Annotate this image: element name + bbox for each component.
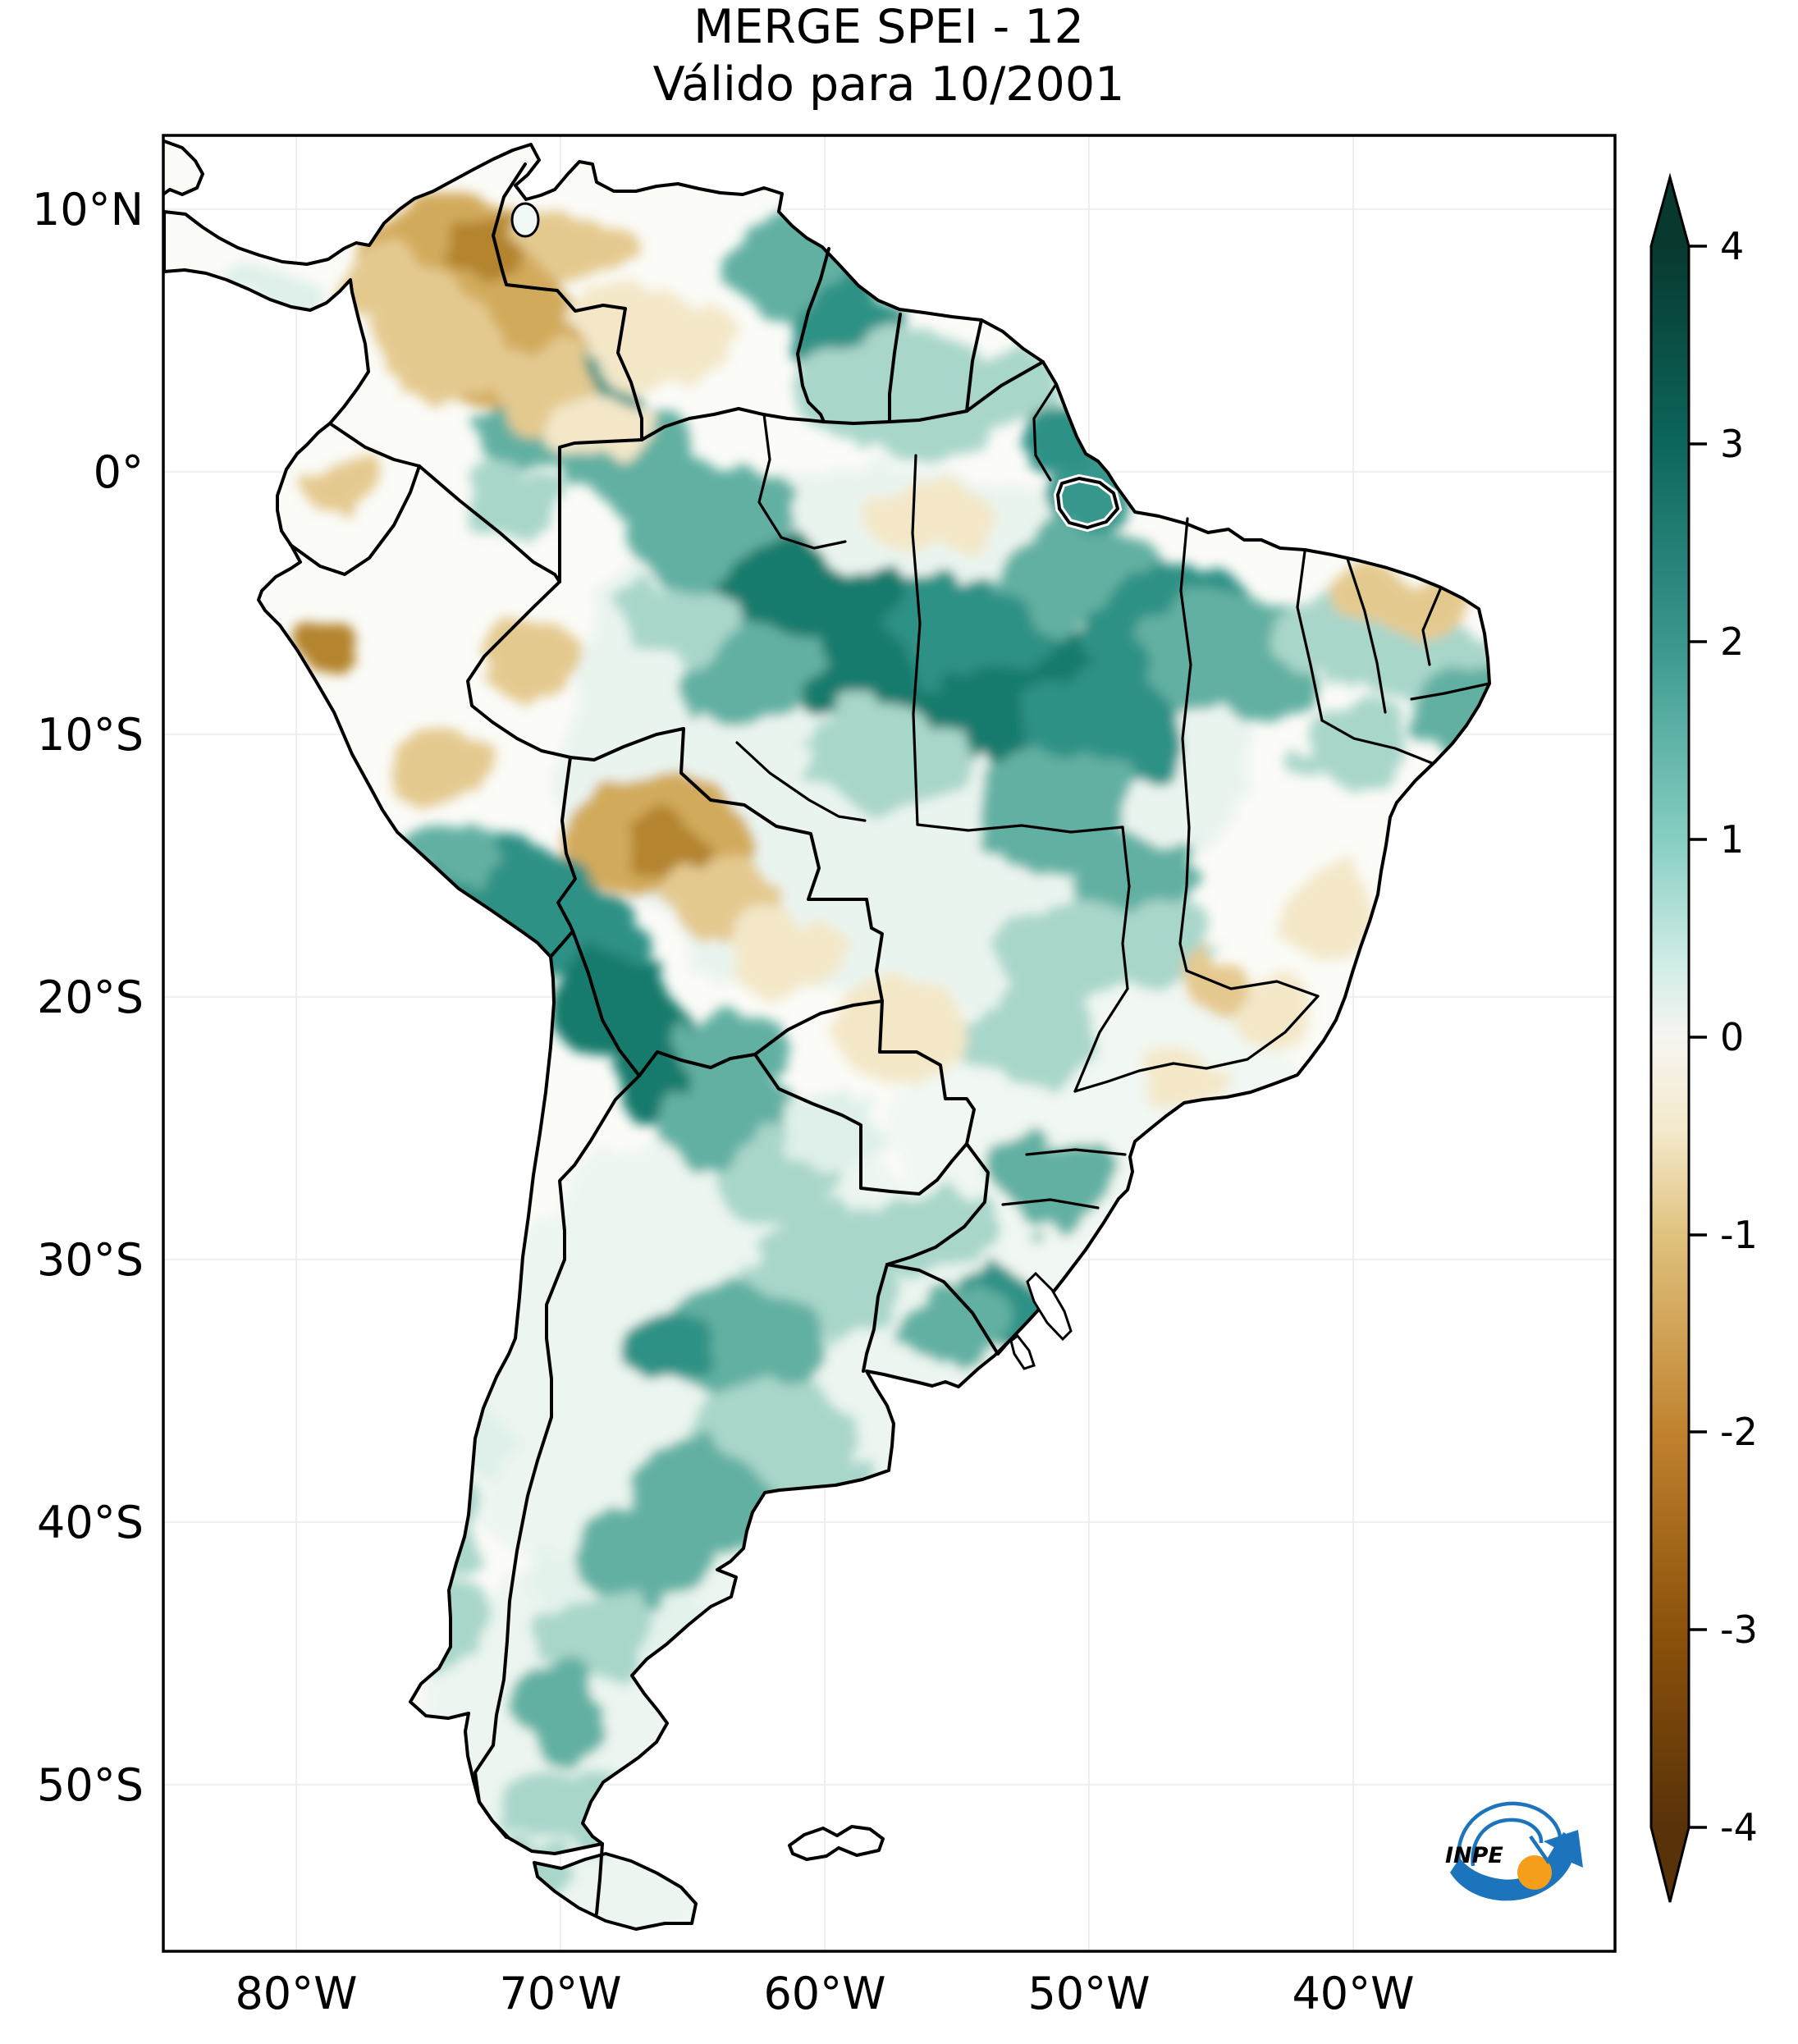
lat-tick-0: 0°	[94, 446, 144, 498]
colorbar: 4 3 2 1 0 -1 -2 -3 -4	[1649, 172, 1758, 1903]
figure-title: MERGE SPEI - 12	[693, 0, 1084, 54]
inpe-logo: INPE	[1445, 1801, 1583, 1901]
central-america-coast-fragment	[163, 139, 204, 196]
tierra-del-fuego-island	[533, 1852, 698, 1931]
lat-tick-10n: 10°N	[32, 184, 144, 235]
longitude-axis: 80°W 70°W 60°W 50°W 40°W	[235, 1968, 1414, 2019]
cbar-label-0: 0	[1720, 1015, 1744, 1059]
cbar-label-3: 3	[1720, 422, 1744, 466]
lon-tick-70w: 70°W	[499, 1968, 621, 2019]
cbar-label-m3: -3	[1720, 1607, 1758, 1652]
lat-tick-20s: 20°S	[37, 972, 144, 1023]
figure-subtitle: Válido para 10/2001	[653, 57, 1125, 112]
cbar-label-m1: -1	[1720, 1213, 1758, 1257]
colorbar-gradient	[1651, 246, 1689, 1827]
lat-tick-40s: 40°S	[37, 1497, 144, 1548]
marajo-island-outline	[1056, 477, 1119, 529]
colorbar-tick-labels: 4 3 2 1 0 -1 -2 -3 -4	[1720, 224, 1758, 1850]
inpe-logo-text: INPE	[1445, 1843, 1503, 1868]
lon-tick-40w: 40°W	[1292, 1968, 1414, 2019]
state-borders	[735, 382, 1491, 1209]
country-borders	[289, 162, 1045, 1915]
lat-tick-30s: 30°S	[37, 1234, 144, 1286]
lon-tick-60w: 60°W	[763, 1968, 885, 2019]
colorbar-ticks	[1689, 245, 1707, 1829]
map-frame	[162, 134, 1617, 1953]
lake-maracaibo	[510, 202, 540, 238]
colorbar-lower-arrow	[1651, 1827, 1689, 1902]
cbar-label-2: 2	[1720, 620, 1744, 664]
colorbar-upper-arrow	[1651, 177, 1689, 246]
coastline-and-borders	[163, 139, 1491, 1931]
falkland-islands	[788, 1825, 885, 1861]
lon-tick-80w: 80°W	[235, 1968, 357, 2019]
lagoa-dos-patos	[1026, 1271, 1073, 1342]
cbar-label-1: 1	[1720, 817, 1744, 862]
inpe-thick-arrow	[1450, 1830, 1583, 1901]
cbar-label-m4: -4	[1720, 1805, 1758, 1850]
cbar-label-m2: -2	[1720, 1410, 1758, 1454]
south-america-coastline	[163, 143, 1491, 1855]
latitude-axis: 10°N 0° 10°S 20°S 30°S 40°S 50°S	[32, 184, 144, 1811]
inpe-orange-sphere	[1517, 1855, 1552, 1890]
cbar-label-4: 4	[1720, 224, 1744, 268]
inpe-orbit-arrow	[1457, 1801, 1567, 1868]
lat-tick-10s: 10°S	[37, 709, 144, 761]
lon-tick-50w: 50°W	[1027, 1968, 1150, 2019]
lat-tick-50s: 50°S	[37, 1759, 144, 1811]
